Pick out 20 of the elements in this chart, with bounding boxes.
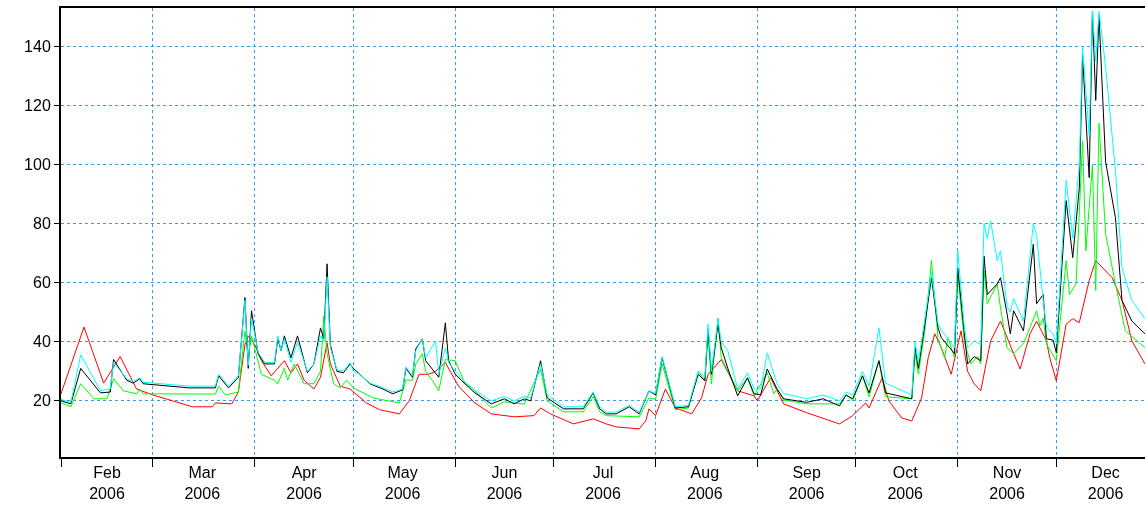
y-tick-label: 120 — [24, 97, 51, 115]
y-tick-label: 140 — [24, 38, 51, 55]
x-tick-label: Dec 2006 — [1087, 464, 1124, 502]
x-tick-label: Apr 2006 — [286, 464, 322, 502]
x-tick-label: Jun 2006 — [486, 464, 523, 502]
y-tick-label: 20 — [33, 392, 51, 410]
x-tick-label: Mar 2006 — [184, 464, 221, 502]
x-tick-label: May 2006 — [384, 464, 421, 502]
x-tick-label: Sep 2006 — [788, 464, 825, 502]
y-tick-label: 40 — [33, 333, 51, 351]
y-tick-label: 100 — [24, 156, 51, 174]
x-tick-label: Jul 2006 — [585, 464, 621, 502]
line-series — [61, 122, 1145, 418]
x-tick-label: Nov 2006 — [989, 464, 1025, 502]
x-tick-label: Aug 2006 — [687, 464, 723, 502]
line-series — [61, 260, 1145, 430]
y-tick-label: 80 — [33, 215, 51, 233]
y-tick-label: 60 — [33, 274, 51, 292]
x-tick-label: Oct 2006 — [887, 464, 924, 502]
x-tick-label: Feb 2006 — [89, 464, 125, 502]
